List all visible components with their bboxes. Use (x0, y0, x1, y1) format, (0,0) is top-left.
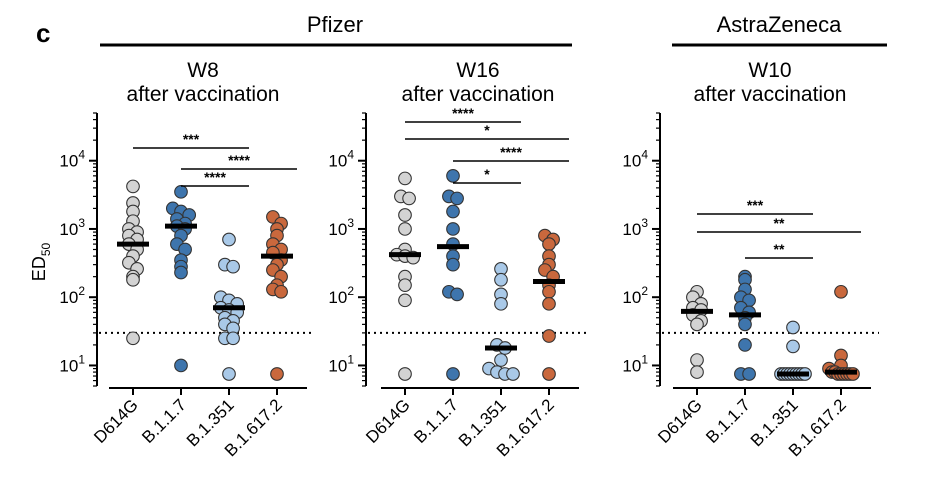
panel-title-line1: W16 (456, 59, 499, 82)
data-point-b-1-1-7 (446, 222, 460, 236)
data-point-b-1-351 (226, 259, 240, 274)
group-title-pfizer: Pfizer (307, 12, 363, 37)
y-tick-label: 103 (328, 216, 354, 239)
significance-label: **** (228, 152, 250, 168)
y-tick-label: 103 (622, 216, 648, 239)
data-point-b-1-351 (222, 232, 236, 247)
data-point-d614g (398, 278, 412, 293)
data-point-b-1-1-7 (450, 287, 464, 302)
data-point-b-1-617-2 (542, 296, 556, 311)
panel-title-line1: W10 (748, 59, 791, 82)
data-point-b-1-351 (786, 320, 800, 335)
significance-label: *** (183, 131, 200, 147)
data-point-b-1-617-2 (270, 367, 284, 381)
group-title-astrazeneca: AstraZeneca (717, 12, 842, 37)
significance-label: **** (500, 144, 522, 160)
data-point-d614g (690, 365, 704, 379)
panel-title-line2: after vaccination (402, 83, 555, 106)
group-pfizer-header: Pfizer (100, 12, 572, 47)
data-point-b-1-1-7 (738, 317, 752, 332)
y-tick-label: 102 (622, 284, 648, 307)
data-point-d614g (398, 222, 412, 236)
y-tick-label: 101 (622, 352, 648, 375)
data-point-d614g (402, 191, 416, 206)
data-point-b-1-1-7 (446, 168, 460, 183)
y-tick-label: 102 (59, 284, 85, 307)
data-point-d614g (398, 367, 412, 381)
data-point-d614g (398, 208, 412, 222)
group-astrazeneca-header: AstraZeneca (672, 12, 887, 47)
x-tick-label-b-1-1-7: B.1.1.7 (702, 395, 754, 447)
data-point-b-1-351 (226, 331, 240, 346)
significance-label: *** (747, 197, 764, 213)
data-point-b-1-351 (786, 339, 800, 354)
data-point-b-1-1-7 (446, 367, 460, 381)
data-point-b-1-617-2 (834, 284, 848, 299)
panel-title-line1: W8 (187, 59, 219, 82)
x-tick-label-b-1-1-7: B.1.1.7 (410, 395, 462, 447)
data-point-d614g (126, 331, 140, 346)
panel-title-line2: after vaccination (694, 83, 847, 106)
data-point-b-1-1-7 (174, 184, 188, 199)
y-axis-label: ED50 (29, 242, 53, 281)
x-tick-label-d614g: D614G (362, 395, 414, 447)
data-point-b-1-1-7 (174, 265, 188, 280)
data-point-b-1-617-2 (542, 367, 556, 381)
data-point-b-1-1-7 (446, 204, 460, 219)
data-point-b-1-617-2 (274, 284, 288, 299)
data-point-b-1-617-2 (542, 284, 556, 299)
significance-label: * (484, 166, 490, 182)
data-point-b-1-1-7 (738, 338, 752, 352)
y-tick-label: 103 (59, 216, 85, 239)
significance-label: * (484, 122, 490, 138)
data-point-d614g (690, 353, 704, 367)
significance-label: **** (204, 169, 226, 185)
data-point-b-1-351 (494, 353, 508, 367)
data-point-d614g (690, 317, 704, 332)
data-point-b-1-351 (494, 296, 508, 311)
data-point-b-1-1-7 (446, 257, 460, 272)
data-point-b-1-351 (222, 367, 236, 381)
data-point-b-1-351 (494, 272, 508, 287)
y-tick-label: 104 (328, 148, 354, 171)
significance-label: ** (774, 215, 785, 231)
data-point-d614g (398, 293, 412, 308)
y-axis-label-subscript: 50 (39, 242, 53, 256)
data-point-d614g (398, 171, 412, 186)
data-point-d614g (126, 179, 140, 194)
y-tick-label: 102 (328, 284, 354, 307)
significance-label: ** (774, 241, 785, 257)
data-point-b-1-1-7 (450, 191, 464, 206)
y-tick-label: 101 (328, 352, 354, 375)
x-tick-label-b-1-1-7: B.1.1.7 (138, 395, 190, 447)
panel-letter: c (36, 18, 50, 48)
y-tick-label: 104 (59, 148, 85, 171)
x-tick-label-d614g: D614G (90, 395, 142, 447)
y-tick-label: 104 (622, 148, 648, 171)
data-point-b-1-617-2 (542, 329, 556, 343)
y-tick-label: 101 (59, 352, 85, 375)
data-point-b-1-351 (506, 367, 520, 381)
x-tick-label-d614g: D614G (654, 395, 706, 447)
data-point-d614g (126, 272, 140, 287)
significance-label: **** (452, 105, 474, 121)
data-point-b-1-617-2 (542, 237, 556, 251)
data-point-b-1-1-7 (174, 358, 188, 373)
panel-title-line2: after vaccination (127, 83, 280, 106)
data-point-b-1-1-7 (742, 367, 756, 381)
